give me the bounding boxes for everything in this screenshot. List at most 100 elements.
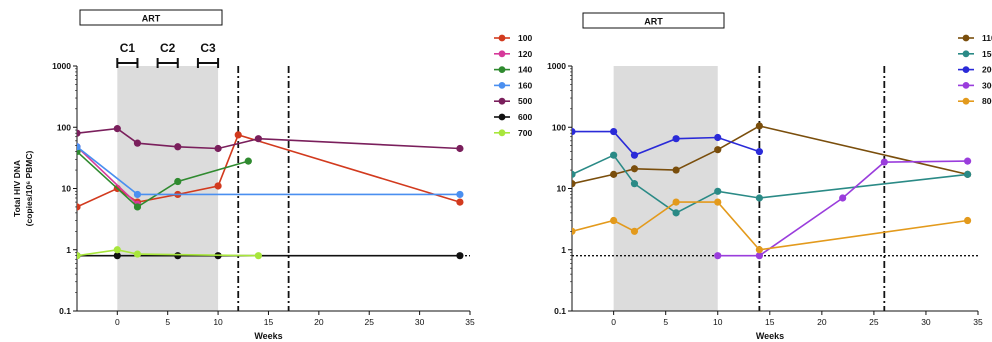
data-point-500 xyxy=(77,129,81,137)
legend-swatch-dot xyxy=(498,34,506,42)
series-line-120 xyxy=(77,146,139,205)
y-tick-label: 0.1 xyxy=(554,306,566,316)
legend-swatch-dot xyxy=(498,97,506,105)
data-point-600 xyxy=(456,252,464,260)
series-group xyxy=(77,125,464,260)
legend: 110 150 200 300 800 xyxy=(958,33,992,106)
series-line-700 xyxy=(77,248,259,257)
data-point-300 xyxy=(755,252,763,260)
cycle-label: C3 xyxy=(200,41,216,55)
y-tick-label: 10 xyxy=(62,184,72,194)
x-tick-label: 35 xyxy=(465,317,475,327)
legend-label: 800 xyxy=(982,96,992,106)
y-axis-subtitle: (copies/10⁶ PBMC) xyxy=(24,150,34,226)
art-bar xyxy=(582,12,725,29)
chart-panel-left: ART C1 C2 C3 0.1 1 10 100 1000 0 5 10 15 20 25 30 35 Week… xyxy=(12,9,532,341)
legend-label: 140 xyxy=(518,65,532,75)
legend-swatch-dot xyxy=(498,82,506,89)
data-point-200 xyxy=(714,133,722,142)
data-point-110 xyxy=(572,180,576,188)
y-tick-label: 100 xyxy=(552,122,566,132)
data-point-150 xyxy=(755,194,763,202)
data-point-800 xyxy=(610,216,618,225)
legend-label: 160 xyxy=(518,80,532,90)
data-point-800 xyxy=(963,216,972,225)
art-bar xyxy=(79,9,223,26)
x-tick-label: 10 xyxy=(713,317,723,327)
data-point-110 xyxy=(714,146,722,154)
data-point-150 xyxy=(572,170,576,178)
data-point-150 xyxy=(610,151,618,159)
data-point-110 xyxy=(610,170,618,178)
legend-swatch-dot xyxy=(962,82,970,89)
data-point-140 xyxy=(174,177,182,186)
data-point-700 xyxy=(77,252,81,260)
chart-panel-right: ART0.1110100100005101520253035Weeks11015… xyxy=(547,12,992,341)
legend-swatch-dot xyxy=(962,66,970,73)
series-group xyxy=(572,122,972,260)
x-tick-label: 35 xyxy=(973,317,983,327)
data-point-150 xyxy=(963,170,972,178)
x-tick-label: 5 xyxy=(165,317,170,327)
data-point-140 xyxy=(133,203,142,211)
y-axis-title: Total HIV DNA xyxy=(12,160,22,217)
legend-label: 500 xyxy=(518,96,532,106)
x-tick-label: 20 xyxy=(817,317,827,327)
treatment-shaded-region xyxy=(613,66,718,311)
data-point-500 xyxy=(456,144,464,153)
data-point-700 xyxy=(133,250,142,258)
data-point-200 xyxy=(630,151,639,159)
art-label: ART xyxy=(142,14,161,24)
y-tick-label: 0.1 xyxy=(59,306,71,316)
data-point-500 xyxy=(133,139,142,147)
data-point-300 xyxy=(839,194,847,202)
legend-swatch-dot xyxy=(962,50,970,58)
legend-swatch-dot xyxy=(498,50,506,58)
x-tick-label: 25 xyxy=(869,317,879,327)
data-point-200 xyxy=(610,127,618,136)
y-tick-label: 10 xyxy=(557,184,567,194)
data-point-800 xyxy=(672,198,680,206)
x-tick-label: 10 xyxy=(213,317,223,327)
x-tick-label: 30 xyxy=(415,317,425,327)
x-tick-label: 30 xyxy=(921,317,931,327)
data-point-500 xyxy=(254,135,262,143)
data-point-800 xyxy=(630,227,639,235)
x-tick-label: 0 xyxy=(611,317,616,327)
data-point-800 xyxy=(714,198,722,206)
data-point-700 xyxy=(254,252,262,260)
legend-label: 700 xyxy=(518,128,532,138)
data-point-500 xyxy=(113,125,121,133)
data-point-100 xyxy=(214,182,222,190)
data-point-800 xyxy=(572,227,576,235)
x-tick-label: 20 xyxy=(314,317,324,327)
data-point-150 xyxy=(630,180,639,188)
y-tick-label: 100 xyxy=(57,122,71,132)
data-point-500 xyxy=(214,144,222,153)
data-point-160 xyxy=(133,190,142,199)
data-point-600 xyxy=(174,252,182,260)
cycle-label: C2 xyxy=(160,41,176,55)
x-axis-title: Weeks xyxy=(756,331,784,341)
x-axis-title: Weeks xyxy=(254,331,282,341)
data-point-200 xyxy=(755,148,763,156)
data-point-600 xyxy=(113,252,121,260)
data-point-150 xyxy=(714,187,722,195)
x-tick-label: 5 xyxy=(663,317,668,327)
data-point-200 xyxy=(672,135,680,143)
legend-swatch-dot xyxy=(962,34,970,42)
legend-label: 150 xyxy=(982,49,992,59)
legend-swatch-dot xyxy=(498,66,506,73)
x-tick-label: 25 xyxy=(364,317,374,327)
data-point-110 xyxy=(672,166,680,174)
legend-label: 600 xyxy=(518,112,532,122)
data-point-300 xyxy=(714,252,722,260)
art-label: ART xyxy=(644,17,663,27)
legend: 100 120 140 160 500 600 700 xyxy=(494,33,532,138)
y-tick-label: 1 xyxy=(66,245,71,255)
legend-label: 200 xyxy=(982,65,992,75)
y-tick-label: 1000 xyxy=(52,61,71,71)
legend-swatch-dot xyxy=(498,113,506,121)
data-point-200 xyxy=(572,127,576,136)
data-point-300 xyxy=(880,158,888,166)
